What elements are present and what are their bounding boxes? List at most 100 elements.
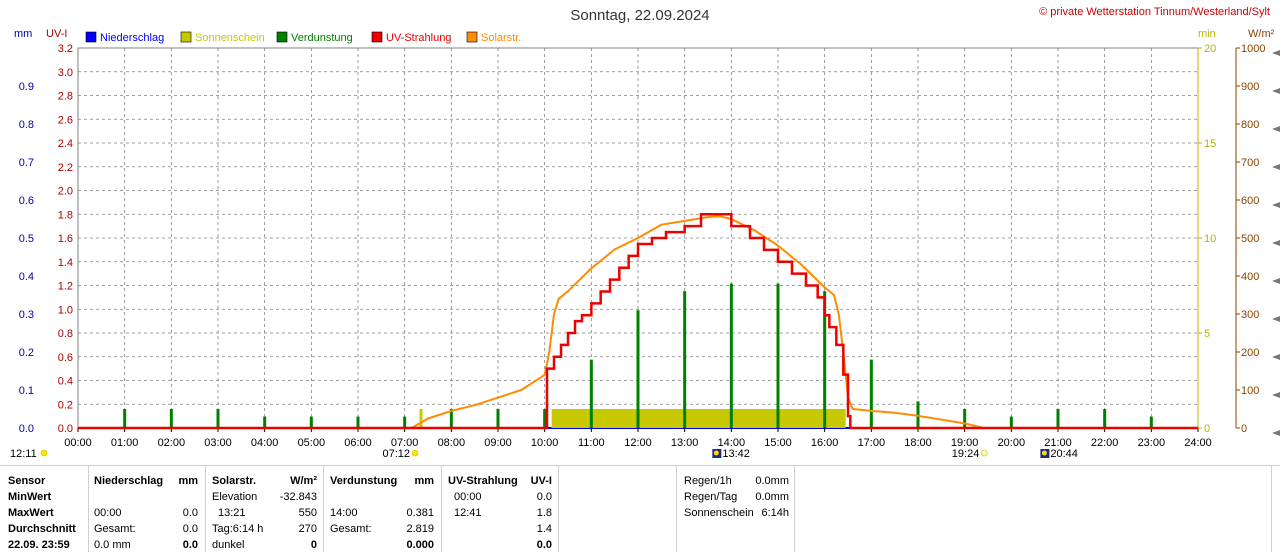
x-tick-label: 21:00	[1044, 437, 1072, 449]
mm-tick-label: 0.4	[19, 271, 34, 283]
stats-extra-label: Regen/Tag	[684, 491, 738, 503]
stats-value: 0	[310, 539, 317, 551]
scroll-arrow-icon	[1272, 202, 1280, 208]
legend-swatch-uv	[371, 31, 383, 43]
min-tick-label: 0	[1204, 423, 1210, 435]
x-tick-label: 06:00	[344, 437, 372, 449]
uvi-tick-label: 2.4	[58, 138, 73, 150]
x-tick-label: 20:00	[998, 437, 1026, 449]
sun-icon	[411, 449, 419, 457]
uvi-tick-label: 1.6	[58, 233, 73, 245]
uvi-tick-label: 3.2	[58, 43, 73, 55]
wm2-tick-label: 600	[1241, 195, 1259, 207]
stats-value: dunkel	[212, 539, 245, 551]
marker-label: 12:11	[10, 448, 37, 460]
stats-value: 0.0	[536, 539, 552, 551]
wm2-tick-label: 900	[1241, 81, 1259, 93]
wm2-tick-label: 300	[1241, 309, 1259, 321]
markers: 12:11 07:12 13:42 19:24 20:44	[10, 448, 1078, 460]
stats-divider	[1271, 465, 1272, 552]
stats-header-solar: Solarstr.	[212, 475, 257, 487]
wm2-tick-label: 0	[1241, 423, 1247, 435]
axes: 00:00 01:00 02:00 03:00 04:00 05:00 06:00 07:00…	[19, 43, 1280, 449]
legend-swatch-niederschlag	[85, 31, 97, 43]
verdunstung-bar	[496, 409, 500, 428]
scroll-arrow-icon	[1272, 392, 1280, 398]
uvi-tick-label: 0.2	[58, 399, 73, 411]
verdunstung-bar	[1056, 409, 1060, 428]
verdunstung-bar	[776, 283, 780, 428]
legend: Niederschlag Sonnenschein Verdunstung UV-St…	[85, 31, 521, 44]
x-tick-label: 00:00	[64, 437, 92, 449]
mm-tick-label: 0.1	[19, 385, 34, 397]
stats-extra-label: Sonnenschein	[684, 507, 754, 519]
min-tick-label: 10	[1204, 233, 1216, 245]
stats-extra-value: 6:14h	[761, 507, 789, 519]
stats-unit-verdunstung: mm	[414, 475, 434, 487]
uvi-tick-label: 2.2	[58, 162, 73, 174]
x-tick-label: 18:00	[904, 437, 932, 449]
lines	[78, 213, 1198, 430]
x-tick-label: 10:00	[531, 437, 559, 449]
uvi-tick-label: 1.0	[58, 304, 73, 316]
stats-value: 0.381	[406, 507, 434, 519]
legend-swatch-solar	[466, 31, 478, 43]
verdunstung-bar	[729, 283, 733, 428]
unit-wm2: W/m²	[1248, 28, 1275, 40]
min-tick-label: 20	[1204, 43, 1216, 55]
stats-value: 270	[298, 523, 317, 535]
verdunstung-bar	[916, 401, 920, 428]
verdunstung-bar	[169, 409, 173, 428]
x-tick-label: 01:00	[111, 437, 139, 449]
stats-value: 550	[298, 507, 317, 519]
verdunstung-bar	[1103, 409, 1107, 428]
mm-tick-label: 0.5	[19, 233, 34, 245]
verdunstung-bar	[823, 291, 827, 428]
wm2-tick-label: 800	[1241, 119, 1259, 131]
wm2-tick-label: 200	[1241, 347, 1259, 359]
stats-value: 0.0 mm	[94, 539, 131, 551]
scroll-arrow-icon	[1272, 50, 1280, 56]
stats-value: 13:21	[218, 507, 246, 519]
mm-tick-label: 0.2	[19, 347, 34, 359]
legend-swatch-verdunstung	[276, 31, 288, 43]
scroll-arrow-icon	[1272, 278, 1280, 284]
solar-line	[78, 215, 1198, 429]
stats-row-label: 22.09. 23:59	[8, 539, 70, 551]
wm2-tick-label: 700	[1241, 157, 1259, 169]
scroll-arrow-icon	[1272, 430, 1280, 436]
x-tick-label: 16:00	[811, 437, 839, 449]
x-tick-label: 15:00	[764, 437, 792, 449]
stats-value: 12:41	[454, 507, 482, 519]
sonnenschein-bar	[419, 409, 423, 428]
uvi-tick-label: 2.0	[58, 186, 73, 198]
min-tick-label: 5	[1204, 328, 1210, 340]
uvi-tick-label: 2.6	[58, 114, 73, 126]
stats-header-uv: UV-Strahlung	[448, 475, 518, 487]
stats-value: 0.0	[182, 523, 198, 535]
stats-value: -32.843	[279, 491, 317, 503]
x-tick-label: 04:00	[251, 437, 279, 449]
stats-extra-label: Regen/1h	[684, 475, 732, 487]
stats-value: Gesamt:	[330, 523, 372, 535]
verdunstung-bar	[309, 416, 313, 428]
bars	[123, 283, 1153, 428]
stats-value: Tag:6:14 h	[212, 523, 264, 535]
stats-value: 00:00	[454, 491, 482, 503]
stats-value: 0.0	[182, 507, 198, 519]
scroll-arrow-icon	[1272, 164, 1280, 170]
uv-line	[78, 213, 1198, 430]
scroll-arrow-icon	[1272, 240, 1280, 246]
stats-header-niederschlag: Niederschlag	[94, 475, 164, 487]
scroll-arrow-icon	[1272, 88, 1280, 94]
stats-unit-uv: UV-I	[530, 475, 552, 487]
uvi-tick-label: 3.0	[58, 67, 73, 79]
x-tick-label: 05:00	[298, 437, 326, 449]
wm2-tick-label: 500	[1241, 233, 1259, 245]
x-tick-label: 19:00	[951, 437, 979, 449]
marker-label: 19:24	[952, 448, 980, 460]
uvi-tick-label: 2.8	[58, 91, 73, 103]
stats-unit-solar: W/m²	[290, 475, 317, 487]
x-tick-label: 03:00	[204, 437, 232, 449]
x-tick-label: 12:00	[624, 437, 652, 449]
